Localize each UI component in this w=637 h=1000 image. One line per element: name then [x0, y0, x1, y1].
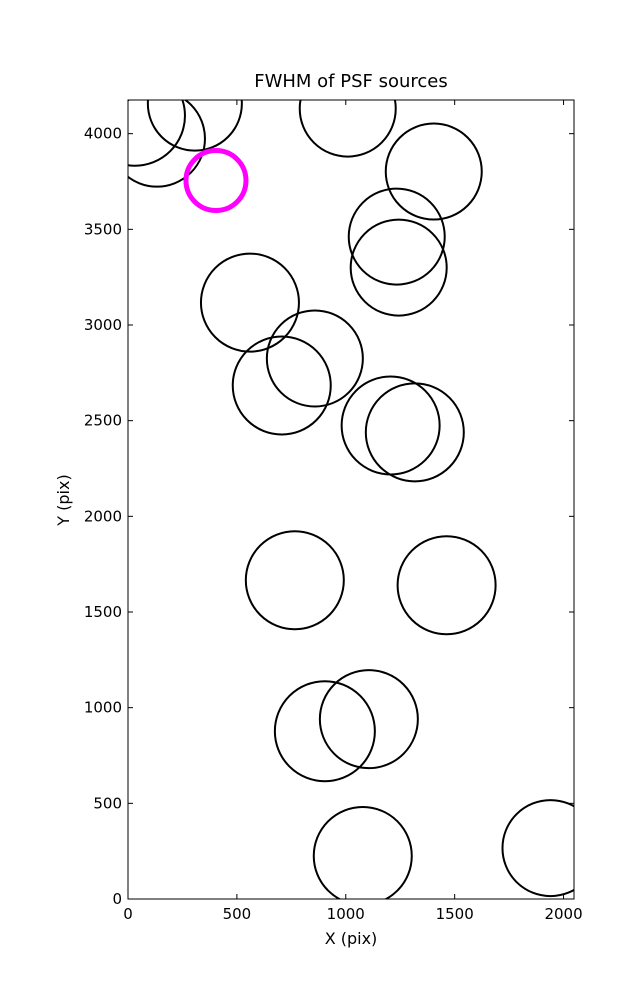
- psf-circle: [364, 382, 465, 483]
- psf-circle: [265, 309, 364, 408]
- psf-circle: [146, 100, 243, 152]
- y-tick-label: 2000: [84, 507, 122, 525]
- x-axis-label: X (pix): [325, 929, 378, 948]
- psf-circle: [347, 187, 446, 286]
- psf-circle: [273, 680, 376, 783]
- psf-circle: [128, 100, 206, 188]
- psf-circle: [312, 805, 413, 899]
- plot-area: [128, 100, 574, 899]
- chart-title: FWHM of PSF sources: [254, 71, 448, 92]
- psf-circle: [244, 530, 345, 631]
- plot-frame: [127, 99, 575, 900]
- x-tick-label: 1500: [436, 905, 474, 923]
- psf-circle: [183, 148, 249, 214]
- psf-circle: [318, 669, 419, 770]
- y-tick-label: 4000: [84, 125, 122, 143]
- y-tick-label: 1000: [84, 699, 122, 717]
- y-tick-label: 500: [93, 794, 122, 812]
- psf-circle: [384, 122, 483, 221]
- y-tick-label: 1500: [84, 603, 122, 621]
- psf-circle: [231, 335, 332, 436]
- x-tick-label: 1000: [327, 905, 365, 923]
- x-tick-label: 2000: [544, 905, 582, 923]
- psf-circle: [501, 799, 574, 898]
- psf-circle: [396, 535, 497, 636]
- x-tick-label: 0: [123, 905, 133, 923]
- psf-circle: [298, 100, 397, 158]
- psf-circle: [349, 218, 448, 317]
- y-tick-label: 3000: [84, 316, 122, 334]
- y-tick-label: 2500: [84, 412, 122, 430]
- y-tick-label: 3500: [84, 220, 122, 238]
- x-tick-label: 500: [223, 905, 252, 923]
- y-tick-label: 0: [112, 890, 122, 908]
- psf-circle: [128, 100, 186, 167]
- psf-circle: [199, 252, 300, 353]
- y-axis-label: Y (pix): [54, 474, 73, 526]
